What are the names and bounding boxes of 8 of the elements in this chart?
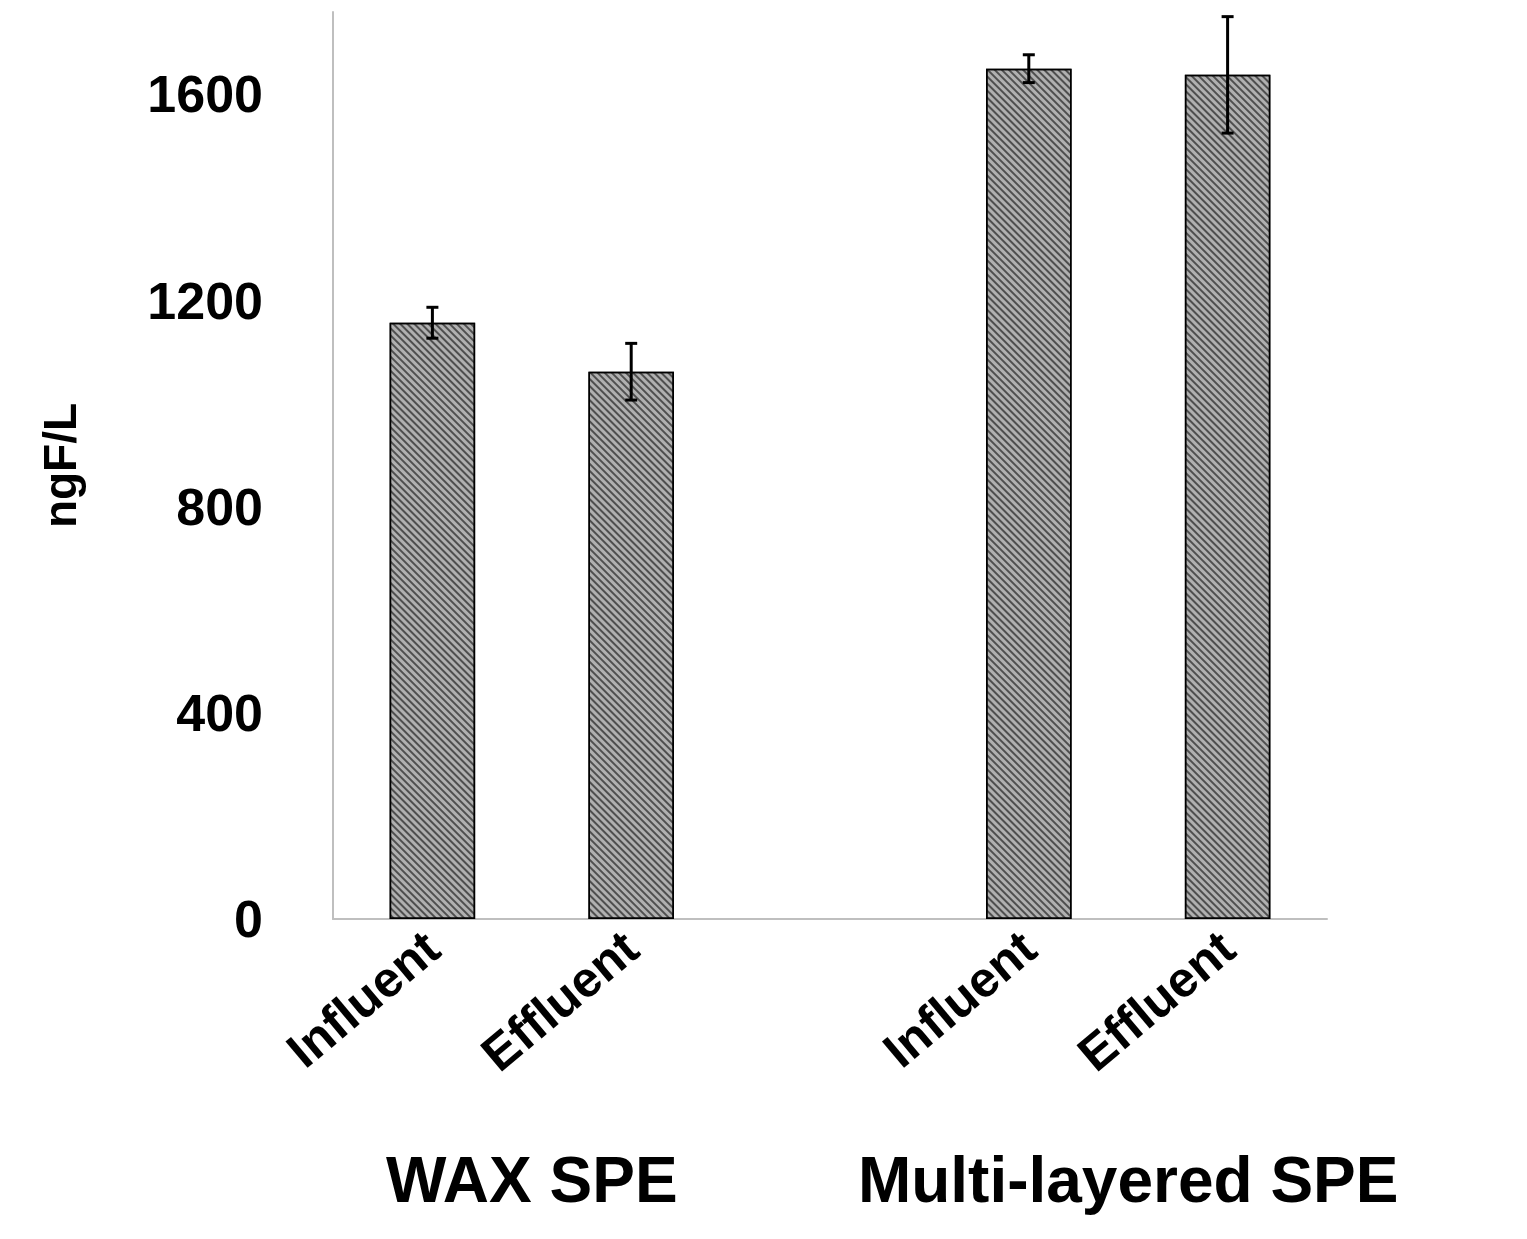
y-tick-label: 400 xyxy=(176,683,263,742)
text: Multi-layered SPE xyxy=(857,1144,1399,1216)
y-tick-label: 800 xyxy=(176,477,263,536)
y-axis-title: ngF/L xyxy=(34,402,86,529)
y-tick-label: 0 xyxy=(234,890,263,948)
y-tick-label: 1600 xyxy=(147,65,263,124)
y-tick-label: 1200 xyxy=(147,271,263,330)
text: WAX SPE xyxy=(385,1144,678,1216)
